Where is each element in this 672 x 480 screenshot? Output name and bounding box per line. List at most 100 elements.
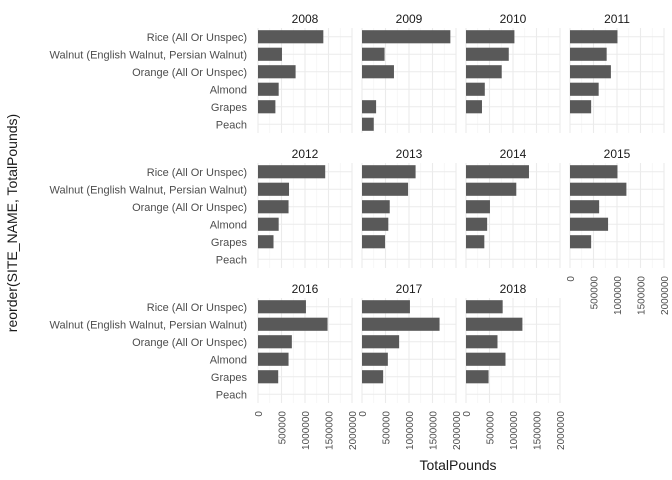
bar: [466, 217, 488, 231]
bar: [362, 335, 400, 349]
y-tick-label: Grapes: [211, 372, 248, 384]
y-tick-label: Grapes: [211, 237, 248, 249]
x-tick-label: 0: [358, 411, 369, 417]
bar: [466, 352, 506, 366]
bar: [466, 200, 490, 214]
bar: [466, 335, 498, 349]
y-tick-label: Peach: [216, 119, 247, 131]
facet-panel-2012: 2012: [257, 147, 353, 268]
bar: [258, 300, 306, 314]
facet-strip-label: 2012: [292, 147, 319, 161]
x-tick-label: 1500000: [533, 411, 544, 450]
facet-panel-2015: 2015: [569, 147, 665, 268]
y-tick-label: Walnut (English Walnut, Persian Walnut): [50, 319, 247, 331]
facet-panel-2018: 2018: [465, 282, 561, 403]
facet-strip-label: 2017: [396, 282, 423, 296]
bar: [258, 100, 276, 114]
facet-panel-2009: 2009: [361, 12, 457, 133]
bar: [362, 65, 394, 79]
facet-panel-2014: 2014: [465, 147, 561, 268]
facet-panel-2010: 2010: [465, 12, 561, 133]
y-axis-title: reorder(SITE_NAME, TotalPounds): [4, 114, 20, 332]
bar: [258, 235, 274, 249]
bar: [258, 217, 279, 231]
y-tick-label: Almond: [210, 219, 247, 231]
facet-strip-label: 2009: [396, 12, 423, 26]
bar: [466, 235, 485, 249]
bar: [362, 47, 385, 61]
facet-strip-label: 2011: [604, 12, 630, 26]
y-tick-label: Orange (All Or Unspec): [132, 202, 247, 214]
bar: [466, 317, 523, 331]
bar: [570, 200, 600, 214]
bar: [258, 165, 326, 179]
facet-strip-label: 2013: [396, 147, 423, 161]
bar: [466, 65, 502, 79]
bar: [362, 300, 410, 314]
y-tick-label: Orange (All Or Unspec): [132, 337, 247, 349]
bar: [258, 200, 289, 214]
bar: [362, 30, 451, 44]
bar: [466, 165, 529, 179]
bar: [362, 182, 409, 196]
y-tick-label: Almond: [210, 354, 247, 366]
bar: [258, 335, 292, 349]
bar: [570, 100, 592, 114]
facet-panels: 2008 2009 2010 2011 2012 2013 2014 2015 2016 2017…: [257, 12, 665, 403]
x-tick-label: 500000: [590, 276, 601, 310]
facet-strip-label: 2015: [604, 147, 631, 161]
y-tick-label: Almond: [210, 84, 247, 96]
y-tick-label: Grapes: [211, 102, 248, 114]
y-tick-label: Walnut (English Walnut, Persian Walnut): [50, 49, 247, 61]
facet-panel-2016: 2016: [257, 282, 353, 403]
bar: [362, 317, 440, 331]
bar: [258, 182, 290, 196]
bar: [258, 352, 289, 366]
x-tick-label: 1500000: [325, 411, 336, 450]
facet-strip-label: 2008: [292, 12, 319, 26]
x-tick-label: 2000000: [348, 411, 359, 450]
x-tick-label: 1000000: [301, 411, 312, 450]
x-tick-label: 0: [566, 276, 577, 282]
y-tick-label: Orange (All Or Unspec): [132, 67, 247, 79]
y-tick-label: Peach: [216, 254, 247, 266]
bar: [258, 317, 328, 331]
y-tick-labels: Rice (All Or Unspec) Walnut (English Waln…: [50, 32, 248, 402]
bar: [362, 165, 416, 179]
bar: [362, 217, 389, 231]
bar: [466, 300, 503, 314]
facet-strip-label: 2016: [292, 282, 319, 296]
facet-strip-label: 2010: [500, 12, 527, 26]
facet-panel-2011: 2011: [569, 12, 665, 133]
x-tick-label: 2000000: [452, 411, 463, 450]
bar: [570, 182, 627, 196]
bar: [570, 217, 609, 231]
y-tick-label: Rice (All Or Unspec): [147, 32, 247, 44]
bar: [570, 47, 607, 61]
bar: [362, 235, 386, 249]
x-tick-label: 500000: [382, 411, 393, 445]
bar: [570, 82, 599, 96]
y-tick-label: Rice (All Or Unspec): [147, 302, 247, 314]
facet-strip-label: 2018: [500, 282, 527, 296]
facet-strip-label: 2014: [500, 147, 527, 161]
bar: [570, 65, 611, 79]
facet-panel-2008: 2008: [257, 12, 353, 133]
x-tick-label: 0: [462, 411, 473, 417]
y-tick-label: Peach: [216, 389, 247, 401]
bar: [258, 370, 279, 384]
bar: [466, 82, 485, 96]
y-tick-label: Rice (All Or Unspec): [147, 167, 247, 179]
bar: [466, 370, 489, 384]
x-tick-label: 2000000: [660, 276, 671, 315]
bar: [570, 30, 618, 44]
x-tick-label: 0: [254, 411, 265, 417]
facet-panel-2017: 2017: [361, 282, 457, 403]
bar: [466, 47, 509, 61]
bar: [258, 47, 282, 61]
bar: [362, 352, 388, 366]
y-tick-label: Walnut (English Walnut, Persian Walnut): [50, 184, 247, 196]
x-tick-label: 1000000: [405, 411, 416, 450]
x-tick-label: 1500000: [637, 276, 648, 315]
